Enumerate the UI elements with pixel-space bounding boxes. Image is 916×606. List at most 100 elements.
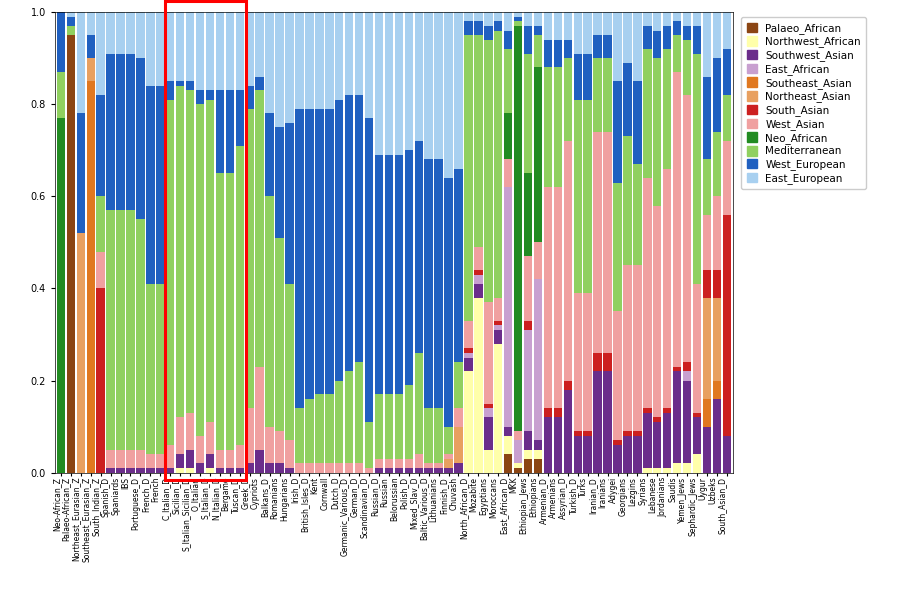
Bar [147,454,155,468]
Bar [96,251,105,288]
Bar [266,196,274,427]
Bar [136,219,145,450]
Bar [354,464,364,473]
Bar [474,21,483,35]
Bar [126,468,135,473]
Bar [57,118,65,473]
Bar [544,418,552,473]
Bar [514,21,522,26]
Bar [524,256,532,321]
Bar [86,35,95,58]
Bar [682,371,692,381]
Bar [633,12,641,81]
Bar [594,35,602,58]
Bar [67,17,75,26]
Bar [703,298,711,399]
Bar [604,371,612,473]
Bar [623,265,632,431]
Bar [494,21,503,30]
Bar [504,436,512,454]
Bar [604,58,612,132]
Bar [77,233,85,473]
Bar [563,381,572,390]
Bar [514,468,522,473]
Bar [524,321,532,330]
Bar [494,325,503,330]
Bar [136,12,145,58]
Bar [604,132,612,353]
Bar [474,12,483,21]
Bar [77,12,85,113]
Bar [534,459,542,473]
Bar [484,40,493,302]
Bar [354,362,364,464]
Bar [484,302,493,404]
Bar [116,12,125,53]
Bar [723,215,731,436]
Bar [534,279,542,441]
Bar [553,408,562,418]
Bar [136,450,145,468]
Bar [553,418,562,473]
Bar [176,86,184,418]
Bar [723,95,731,141]
Bar [166,99,174,445]
Bar [375,395,383,459]
Bar [494,30,503,298]
Bar [464,35,473,321]
Bar [703,270,711,298]
Bar [653,58,661,205]
Bar [464,21,473,35]
Bar [96,95,105,196]
Bar [266,464,274,473]
Bar [245,12,254,86]
Bar [434,464,442,468]
Bar [206,90,214,99]
Bar [713,12,721,58]
Bar [365,422,373,468]
Bar [196,104,204,436]
Bar [573,436,582,473]
Bar [663,26,671,49]
Bar [354,12,364,95]
Bar [136,58,145,219]
Bar [454,464,463,473]
Bar [643,26,651,49]
Bar [206,468,214,473]
Bar [514,431,522,441]
Bar [604,12,612,35]
Bar [335,12,344,99]
Bar [692,12,702,26]
Bar [156,86,165,284]
Bar [703,399,711,427]
Bar [494,12,503,21]
Bar [276,431,284,464]
Bar [166,445,174,468]
Bar [594,12,602,35]
Bar [682,464,692,473]
Bar [216,90,224,173]
Bar [295,12,304,109]
Bar [573,431,582,436]
Bar [653,418,661,422]
Bar [464,371,473,473]
Bar [106,210,114,450]
Bar [653,30,661,58]
Bar [713,298,721,381]
Bar [444,468,453,473]
Bar [285,441,294,468]
Bar [663,49,671,168]
Bar [126,210,135,450]
Bar [126,12,135,53]
Bar [524,450,532,459]
Bar [305,12,313,109]
Bar [643,413,651,468]
Bar [663,468,671,473]
Bar [225,450,234,468]
Bar [614,441,622,445]
Bar [395,459,403,468]
Bar [434,408,442,464]
Bar [266,12,274,113]
Bar [305,399,313,464]
Bar [643,408,651,413]
